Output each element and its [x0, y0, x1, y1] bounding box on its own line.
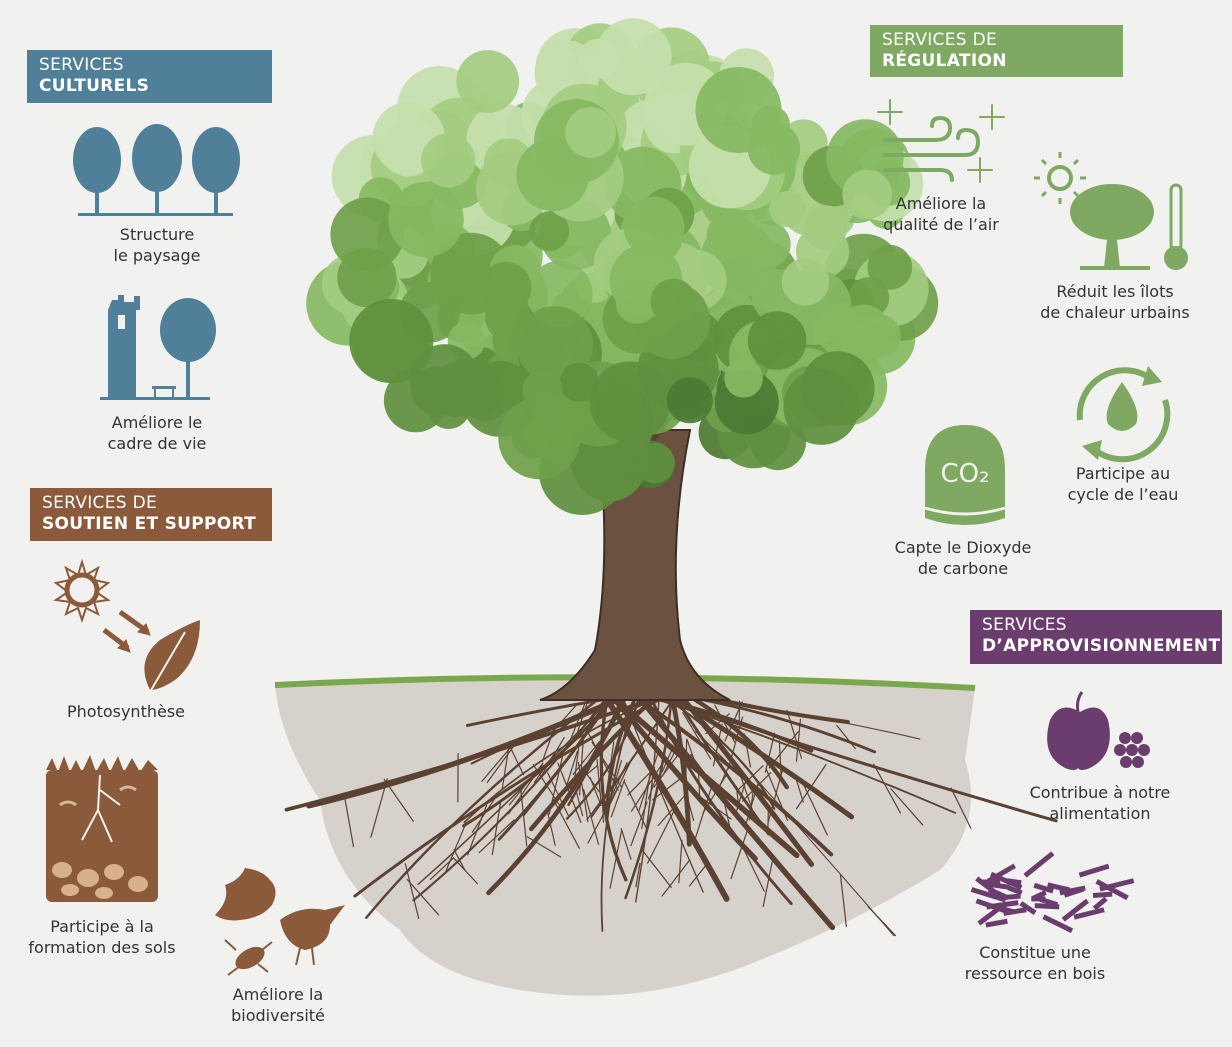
- canopy-part: [410, 344, 480, 414]
- canopy-part: [480, 262, 531, 313]
- canopy-part: [634, 443, 675, 484]
- canopy-part: [565, 107, 616, 158]
- section-title: CULTURELS: [39, 76, 260, 97]
- section-header: SERVICES DE RÉGULATION: [870, 25, 1123, 77]
- roots-part: [768, 805, 769, 829]
- service-label: Participe aucycle de l’eau: [1013, 463, 1232, 505]
- label-line: Constitue une: [925, 942, 1145, 963]
- icon-wood-part: [1023, 851, 1054, 877]
- canopy-part: [337, 248, 396, 307]
- section-title: RÉGULATION: [882, 51, 1111, 72]
- canopy: [306, 18, 938, 515]
- service-label: Participe à laformation des sols: [0, 916, 212, 958]
- icon-water: [1080, 366, 1168, 460]
- section-title: SERVICES: [982, 615, 1210, 636]
- section-title: SERVICES DE: [882, 30, 1111, 51]
- label-line: de chaleur urbains: [1005, 302, 1225, 323]
- canopy-part: [388, 182, 463, 257]
- canopy-part: [667, 377, 713, 423]
- label-line: Capte le Dioxyde: [853, 537, 1073, 558]
- icon-wood-part: [985, 919, 1007, 928]
- service-label: Photosynthèse: [16, 701, 236, 722]
- label-line: biodiversité: [168, 1005, 388, 1026]
- roots-part: [868, 906, 896, 935]
- label-line: Réduit les îlots: [1005, 281, 1225, 302]
- label-line: alimentation: [990, 803, 1210, 824]
- section-title: SERVICES: [39, 55, 260, 76]
- section-title: SERVICES DE: [42, 493, 260, 514]
- section-header: SERVICES D’APPROVISIONNEMENT: [970, 610, 1222, 664]
- canopy-part: [724, 359, 763, 398]
- icon-air: [878, 100, 1004, 182]
- label-line: cadre de vie: [47, 433, 267, 454]
- service-label: Contribue à notrealimentation: [990, 782, 1210, 824]
- canopy-part: [748, 311, 807, 370]
- page: SERVICES CULTURELS SERVICES DE RÉGULATIO…: [0, 0, 1232, 1047]
- canopy-part: [590, 361, 671, 442]
- label-line: Améliore la: [168, 984, 388, 1005]
- label-line: Participe au: [1013, 463, 1232, 484]
- icon-photosynthesis: [56, 562, 200, 692]
- canopy-part: [752, 106, 790, 144]
- canopy-part: [651, 279, 697, 325]
- label-line: Améliore le: [47, 412, 267, 433]
- service-label: Réduit les îlotsde chaleur urbains: [1005, 281, 1225, 323]
- service-label: Capte le Dioxydede carbone: [853, 537, 1073, 579]
- label-line: Photosynthèse: [16, 701, 236, 722]
- section-title: SOUTIEN ET SUPPORT: [42, 514, 260, 535]
- icon-wood: [971, 851, 1135, 933]
- section-header: SERVICES CULTURELS: [27, 50, 272, 103]
- icon-tower: [100, 295, 216, 400]
- section-title: D’APPROVISIONNEMENT: [982, 636, 1210, 657]
- label-line: Structure: [47, 224, 267, 245]
- label-line: ressource en bois: [925, 963, 1145, 984]
- label-line: qualité de l’air: [831, 214, 1051, 235]
- co2-text: CO₂: [925, 459, 1005, 489]
- icon-wood-part: [1006, 894, 1020, 900]
- icon-wood-part: [1093, 892, 1113, 898]
- service-label: Améliore laqualité de l’air: [831, 193, 1051, 235]
- service-label: Améliore lecadre de vie: [47, 412, 267, 454]
- label-line: Participe à la: [0, 916, 212, 937]
- label-line: formation des sols: [0, 937, 212, 958]
- label-line: Contribue à notre: [990, 782, 1210, 803]
- label-line: le paysage: [47, 245, 267, 266]
- canopy-part: [784, 369, 860, 445]
- icon-biodiversity: [215, 868, 345, 975]
- icon-heat: [1034, 152, 1188, 270]
- service-label: Améliore labiodiversité: [168, 984, 388, 1026]
- label-line: cycle de l’eau: [1013, 484, 1232, 505]
- icon-soil: [46, 755, 158, 902]
- section-header: SERVICES DE SOUTIEN ET SUPPORT: [30, 488, 272, 541]
- icon-fruit: [1047, 692, 1150, 770]
- label-line: Améliore la: [831, 193, 1051, 214]
- canopy-part: [782, 258, 829, 305]
- canopy-part: [421, 133, 475, 187]
- icon-trees: [73, 124, 240, 216]
- canopy-part: [456, 50, 519, 113]
- icon-wood-part: [1079, 864, 1110, 878]
- label-line: de carbone: [853, 558, 1073, 579]
- canopy-part: [522, 370, 562, 410]
